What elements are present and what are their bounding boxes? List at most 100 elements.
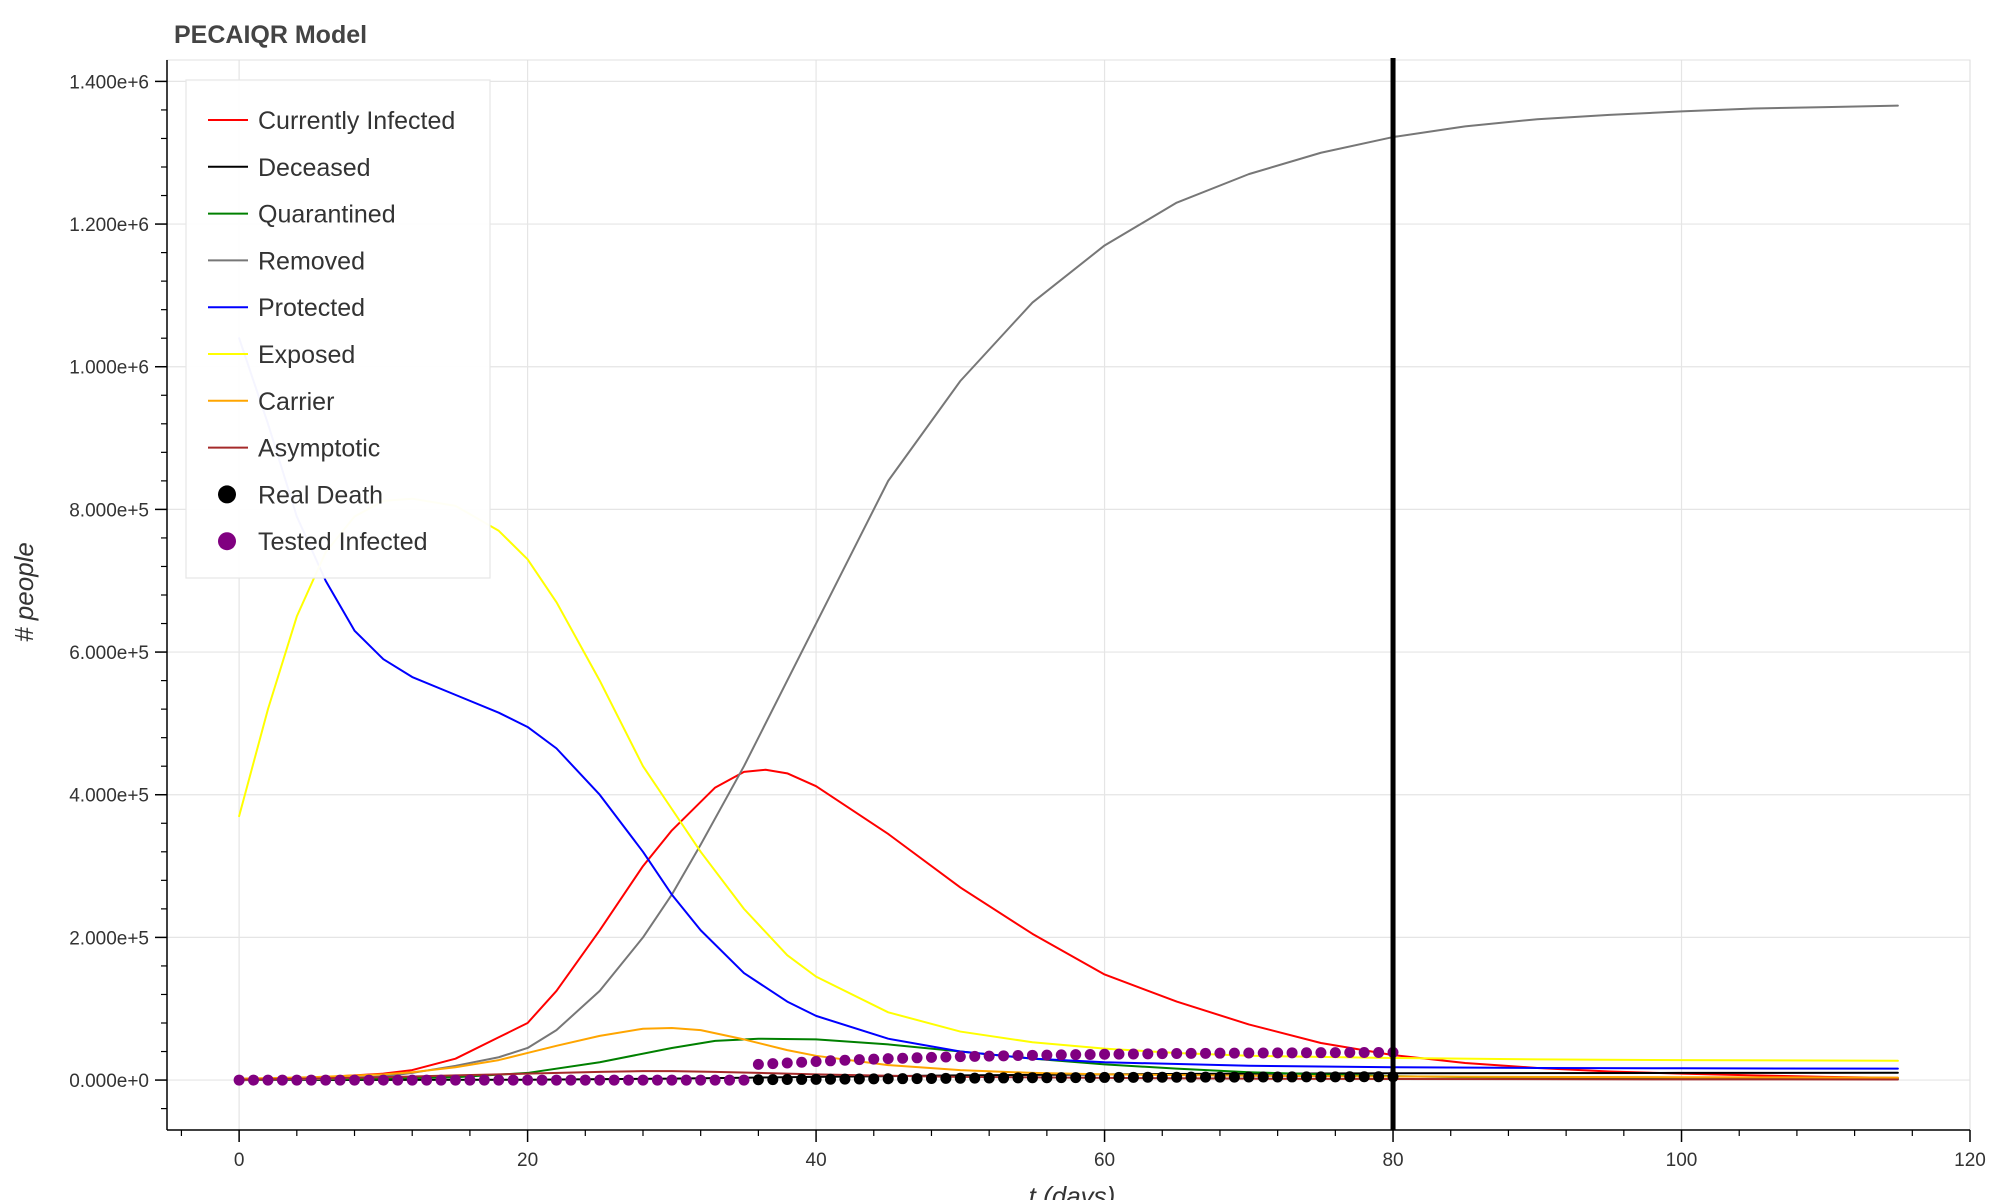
point-tested-infected — [666, 1074, 678, 1086]
point-tested-infected — [1272, 1047, 1284, 1059]
point-real-death — [1257, 1071, 1269, 1083]
y-axis-label: # people — [9, 542, 39, 642]
point-tested-infected — [623, 1074, 635, 1086]
point-tested-infected — [435, 1074, 447, 1086]
point-tested-infected — [983, 1050, 995, 1062]
point-tested-infected — [1084, 1048, 1096, 1060]
point-real-death — [925, 1072, 937, 1084]
point-tested-infected — [291, 1074, 303, 1086]
point-tested-infected — [363, 1074, 375, 1086]
point-real-death — [1315, 1071, 1327, 1083]
point-real-death — [1373, 1071, 1385, 1083]
point-tested-infected — [377, 1074, 389, 1086]
point-tested-infected — [940, 1051, 952, 1063]
axes: 0 20 40 60 80 100 120 0.000e+0 2.000e+5 4.000e+5… — [69, 60, 1986, 1171]
point-tested-infected — [724, 1074, 736, 1086]
point-tested-infected — [334, 1074, 346, 1086]
series-layer — [233, 104, 1899, 1086]
point-tested-infected — [752, 1058, 764, 1070]
legend-label-removed: Removed — [258, 247, 365, 275]
point-tested-infected — [1315, 1047, 1327, 1059]
x-tick-label-4: 80 — [1382, 1150, 1403, 1171]
y-axis: 0.000e+0 2.000e+5 4.000e+5 6.000e+5 8.000e+5… — [69, 60, 168, 1130]
point-tested-infected — [781, 1057, 793, 1069]
point-tested-infected — [954, 1051, 966, 1063]
point-tested-infected — [1329, 1047, 1341, 1059]
point-real-death — [868, 1073, 880, 1085]
point-real-death — [767, 1074, 779, 1086]
point-tested-infected — [349, 1074, 361, 1086]
point-real-death — [1041, 1072, 1053, 1084]
point-real-death — [969, 1072, 981, 1084]
x-tick-label-0: 0 — [234, 1150, 245, 1171]
point-tested-infected — [478, 1074, 490, 1086]
point-tested-infected — [998, 1050, 1010, 1062]
point-tested-infected — [796, 1056, 808, 1068]
point-real-death — [1200, 1071, 1212, 1083]
point-tested-infected — [608, 1074, 620, 1086]
point-real-death — [998, 1072, 1010, 1084]
point-tested-infected — [507, 1074, 519, 1086]
point-tested-infected — [897, 1052, 909, 1064]
x-tick-label-5: 100 — [1666, 1150, 1698, 1171]
legend-label-quarantined: Quarantined — [258, 201, 396, 229]
point-real-death — [1243, 1071, 1255, 1083]
point-real-death — [897, 1073, 909, 1085]
point-tested-infected — [1156, 1048, 1168, 1060]
y-tick-label-6: 1.200e+6 — [69, 215, 149, 236]
point-tested-infected — [1055, 1049, 1067, 1061]
x-axis: 0 20 40 60 80 100 120 — [167, 1129, 1986, 1171]
y-tick-label-0: 0.000e+0 — [69, 1071, 149, 1092]
series-line-protected — [238, 337, 1899, 1070]
point-tested-infected — [579, 1074, 591, 1086]
point-real-death — [1228, 1071, 1240, 1083]
point-tested-infected — [276, 1074, 288, 1086]
point-real-death — [1171, 1071, 1183, 1083]
point-tested-infected — [522, 1074, 534, 1086]
x-tick-label-1: 20 — [517, 1150, 538, 1171]
legend-label-protected: Protected — [258, 294, 365, 322]
legend-label-deceased: Deceased — [258, 154, 371, 182]
point-tested-infected — [1200, 1047, 1212, 1059]
point-tested-infected — [738, 1074, 750, 1086]
point-tested-infected — [1358, 1046, 1370, 1058]
point-tested-infected — [421, 1074, 433, 1086]
point-tested-infected — [709, 1074, 721, 1086]
legend-swatch-real-death — [218, 485, 236, 504]
x-tick-label-6: 120 — [1954, 1150, 1986, 1171]
point-tested-infected — [1373, 1046, 1385, 1058]
point-tested-infected — [1300, 1047, 1312, 1059]
series-line-currently-infected — [238, 768, 1899, 1081]
point-real-death — [1084, 1071, 1096, 1083]
point-real-death — [954, 1072, 966, 1084]
point-real-death — [983, 1072, 995, 1084]
point-tested-infected — [1286, 1047, 1298, 1059]
point-tested-infected — [449, 1074, 461, 1086]
point-tested-infected — [464, 1074, 476, 1086]
point-real-death — [752, 1074, 764, 1086]
point-tested-infected — [1344, 1047, 1356, 1059]
point-real-death — [1214, 1071, 1226, 1083]
point-tested-infected — [925, 1051, 937, 1063]
point-real-death — [1142, 1071, 1154, 1083]
point-tested-infected — [565, 1074, 577, 1086]
series-line-carrier — [238, 1026, 1899, 1080]
point-tested-infected — [262, 1074, 274, 1086]
point-tested-infected — [493, 1074, 505, 1086]
point-tested-infected — [1099, 1048, 1111, 1060]
point-real-death — [1012, 1072, 1024, 1084]
legend-label-real-death: Real Death — [258, 481, 383, 509]
point-tested-infected — [392, 1074, 404, 1086]
point-tested-infected — [969, 1050, 981, 1062]
point-real-death — [1127, 1071, 1139, 1083]
legend-label-tested-infected: Tested Infected — [258, 528, 428, 556]
point-real-death — [825, 1073, 837, 1085]
point-real-death — [1099, 1071, 1111, 1083]
legend: Currently Infected Deceased Quarantined Rem… — [185, 79, 491, 579]
legend-label-exposed: Exposed — [258, 341, 355, 369]
point-real-death — [1185, 1071, 1197, 1083]
point-real-death — [940, 1072, 952, 1084]
point-tested-infected — [695, 1074, 707, 1086]
y-tick-label-2: 4.000e+5 — [69, 786, 149, 807]
